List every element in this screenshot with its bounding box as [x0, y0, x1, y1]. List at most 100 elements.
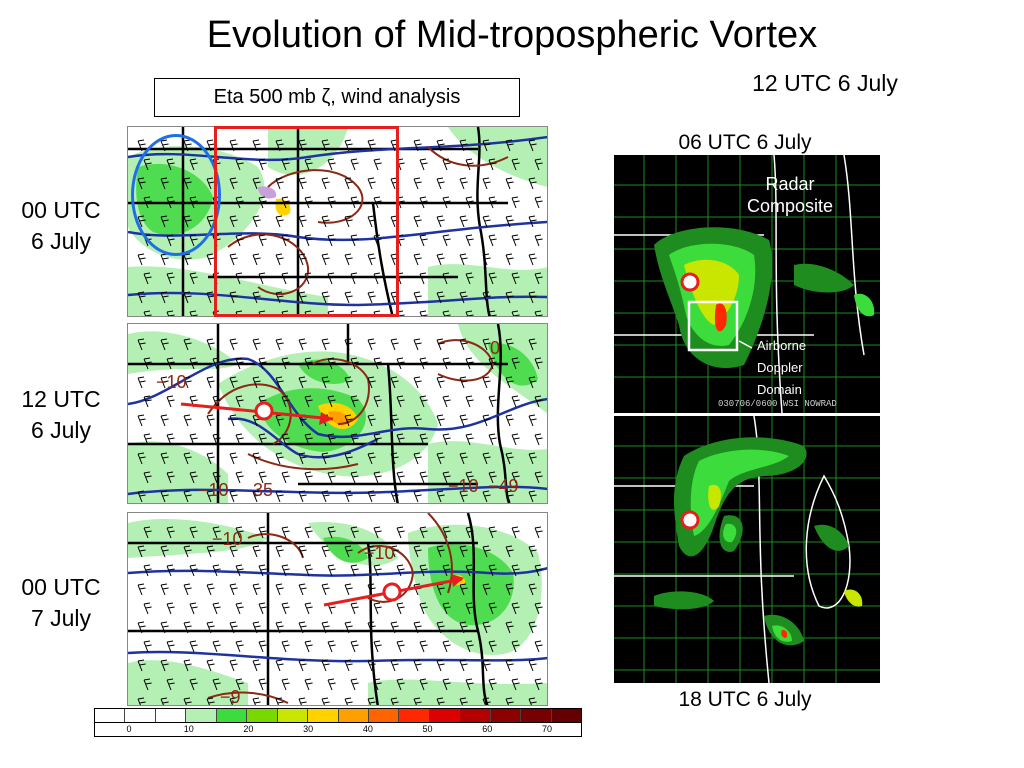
- wind-barb-icon: [166, 433, 175, 446]
- wind-barb-icon: [229, 583, 238, 596]
- wind-barb-icon: [350, 395, 359, 408]
- wind-barb-icon: [321, 291, 330, 304]
- wind-barb-icon: [229, 697, 238, 705]
- wind-barb-icon: [419, 602, 428, 615]
- height-contours: [128, 566, 547, 663]
- wind-barb-icon: [488, 395, 497, 408]
- wind-barb-icon: [160, 338, 169, 351]
- wind-barb-icon: [212, 357, 221, 370]
- wind-barb-icon: [183, 583, 192, 596]
- vortex-highlight-ellipse: [131, 134, 221, 256]
- wind-barb-icon: [373, 640, 382, 653]
- eta-panel-00utc-7july: −10 −10 −9: [127, 512, 548, 706]
- wind-barb-icon: [390, 545, 399, 558]
- wind-barb-icon: [482, 215, 491, 228]
- panel-3-time-line1: 00 UTC: [21, 574, 101, 600]
- wind-barb-icon: [258, 158, 267, 171]
- wind-barb-icon: [367, 697, 376, 705]
- wind-barb-icon: [534, 564, 543, 577]
- panel-2-time-line1: 12 UTC: [21, 386, 101, 412]
- contour-label: −10: [212, 529, 243, 549]
- wind-barb-icon: [436, 376, 445, 389]
- color-scale-tick-label: 10: [183, 724, 194, 734]
- color-scale-tick-label: 30: [303, 724, 314, 734]
- wind-barb-icon: [212, 564, 221, 577]
- wind-barb-icon: [212, 395, 221, 408]
- wind-barb-icon: [344, 490, 353, 503]
- wind-barb-icon: [367, 659, 376, 672]
- wind-barb-icon: [281, 526, 290, 539]
- wind-barb-icon: [482, 253, 491, 266]
- wind-barb-icon: [436, 291, 445, 304]
- color-scale-ticks: 0 10 20 30 40 50 60 70: [94, 723, 582, 737]
- wind-barb-icon: [321, 659, 330, 672]
- wind-barb-icon: [390, 338, 399, 351]
- wind-barb-icon: [459, 452, 468, 465]
- wind-barb-icon: [258, 433, 267, 446]
- wind-barb-icon: [396, 433, 405, 446]
- wind-barb-icon: [528, 621, 537, 634]
- doppler-domain-box: [687, 300, 739, 352]
- wind-barb-icon: [252, 215, 261, 228]
- wind-barb-icon: [482, 452, 491, 465]
- wind-barb-icon: [413, 139, 422, 152]
- radar-bottom-time-label: 18 UTC 6 July: [678, 688, 812, 711]
- wind-barbs: [137, 526, 543, 705]
- wind-barb-icon: [442, 272, 451, 285]
- wind-barb-icon: [534, 234, 543, 247]
- wind-barb-icon: [183, 697, 192, 705]
- wind-barb-icon: [419, 471, 428, 484]
- wind-barb-icon: [505, 583, 514, 596]
- wind-barb-icon: [229, 291, 238, 304]
- color-scale-cell: [460, 709, 491, 722]
- wind-barb-icon: [436, 215, 445, 228]
- panel-2-time-line2: 6 July: [30, 417, 92, 443]
- contour-label: 0: [490, 338, 500, 358]
- wind-barb-icon: [183, 376, 192, 389]
- panel-3-time-line2: 7 July: [30, 605, 92, 631]
- wind-barb-icon: [505, 376, 514, 389]
- vortex-center-marker: [680, 510, 700, 530]
- wind-barb-icon: [436, 338, 445, 351]
- wind-barb-icon: [183, 490, 192, 503]
- wind-barb-icon: [206, 659, 215, 672]
- wind-barb-icon: [235, 357, 244, 370]
- wind-barb-icon: [160, 583, 169, 596]
- radar-composite-18utc: [614, 416, 880, 683]
- wind-barb-icon: [321, 177, 330, 190]
- wind-barb-icon: [298, 452, 307, 465]
- wind-barb-icon: [511, 357, 520, 370]
- wind-barb-icon: [235, 678, 244, 691]
- color-scale-cell: [186, 709, 217, 722]
- wind-barb-icon: [465, 310, 474, 316]
- contour-label: −10: [364, 543, 395, 563]
- color-scale-tick-label: 20: [243, 724, 254, 734]
- wind-barb-icon: [137, 253, 146, 266]
- wind-barb-icon: [298, 697, 307, 705]
- wind-barb-icon: [528, 659, 537, 672]
- wind-barb-icon: [183, 659, 192, 672]
- wind-barb-icon: [396, 564, 405, 577]
- wind-barb-icon: [252, 338, 261, 351]
- wind-barb-icon: [396, 471, 405, 484]
- wind-barb-icon: [298, 490, 307, 503]
- wind-barb-icon: [367, 177, 376, 190]
- wind-barb-icon: [166, 357, 175, 370]
- wind-barb-icon: [235, 564, 244, 577]
- wind-barb-icon: [505, 177, 514, 190]
- wind-barb-icon: [396, 526, 405, 539]
- wind-barb-icon: [390, 452, 399, 465]
- wind-barb-icon: [304, 272, 313, 285]
- wind-barb-icon: [459, 621, 468, 634]
- color-scale-tick-label: 0: [126, 724, 132, 734]
- wind-barb-icon: [465, 526, 474, 539]
- wind-barb-icon: [206, 621, 215, 634]
- wind-barb-icon: [327, 395, 336, 408]
- wind-barb-icon: [252, 697, 261, 705]
- wind-barb-icon: [344, 291, 353, 304]
- wind-barb-icon: [459, 291, 468, 304]
- wind-barb-icon: [528, 545, 537, 558]
- wind-barb-icon: [298, 376, 307, 389]
- wind-barb-icon: [189, 310, 198, 316]
- wind-barb-icon: [252, 452, 261, 465]
